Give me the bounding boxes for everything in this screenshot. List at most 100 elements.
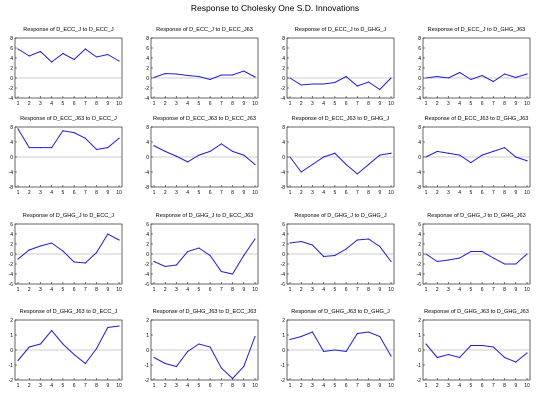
plot-frame [422,37,531,99]
x-tick-label: 3 [39,101,42,107]
response-line [425,71,528,83]
response-point [470,250,472,253]
response-line [17,48,120,63]
x-tick-label: 5 [197,287,200,293]
x-tick-label: 1 [425,101,428,107]
response-line [17,128,120,151]
x-tick-label: 8 [503,190,506,196]
response-point [198,154,200,156]
response-point [390,77,392,79]
x-tick-label: 6 [481,383,484,389]
response-point [187,350,189,353]
response-point [107,326,109,329]
response-line [153,143,256,165]
y-tick-label: 2 [282,66,285,72]
y-tick-label: 0 [418,348,421,354]
y-tick-label: 0 [418,76,421,82]
x-tick-label: 3 [447,190,450,196]
panel-12: Response of D_GHG_J to D_GHG_J63 -6 -4 -2 0 2… [417,213,531,293]
panel-title: Response of D_GHG_J63 to D_ECC_J [20,309,118,315]
panel-8: Response of D_ECC_J63 to D_GHG_J63 -8 -4 0 4… [417,116,531,196]
response-point [367,331,370,333]
response-point [243,154,245,156]
x-tick-label: 10 [252,101,258,107]
response-point [356,332,358,335]
x-tick-label: 1 [153,287,156,293]
y-tick-label: 0 [282,252,285,258]
panel-title: Response of D_ECC_J63 to D_ECC_J [20,116,117,122]
y-tick-label: 6 [10,222,13,228]
x-tick-label: 10 [524,287,530,293]
response-point [503,147,506,149]
x-tick-label: 5 [469,101,472,107]
x-tick-label: 6 [73,383,76,389]
y-tick-label: 6 [146,46,149,52]
y-tick-label: 8 [282,36,285,42]
y-tick-label: 4 [418,56,421,62]
response-point [526,253,528,255]
y-tick-label: -4 [417,96,422,102]
response-point [153,76,155,79]
y-tick-label: 4 [10,56,13,62]
x-tick-label: 9 [242,101,245,107]
x-tick-label: 6 [209,101,212,107]
response-point [84,262,86,264]
x-tick-label: 6 [209,287,212,293]
response-point [356,173,358,175]
response-line [153,336,256,380]
x-tick-label: 6 [345,383,348,389]
response-line [17,325,120,365]
response-point [425,253,427,255]
response-point [198,343,200,345]
panel-title: Response of D_GHG_J to D_ECC_J63 [156,213,254,219]
x-tick-label: 4 [186,287,189,293]
response-point [84,48,86,50]
response-point [289,77,291,79]
y-tick-label: -4 [9,96,14,102]
y-tick-label: 1 [146,333,149,339]
y-tick-label: 0 [10,76,13,82]
x-tick-label: 1 [425,383,428,389]
response-point [447,77,450,79]
response-point [334,254,336,257]
y-tick-label: -6 [281,282,286,288]
x-tick-label: 3 [39,287,42,293]
y-tick-label: -4 [9,170,14,176]
panel-7: Response of D_ECC_J63 to D_GHG_J -8 -4 0 4 8 1… [281,116,395,196]
x-tick-label: 3 [175,190,178,196]
response-point [39,245,42,247]
x-tick-label: 7 [356,101,359,107]
x-tick-label: 7 [84,383,87,389]
x-tick-label: 10 [524,101,530,107]
response-point [436,356,438,359]
x-tick-label: 7 [220,190,223,196]
y-tick-label: 0 [418,155,421,161]
response-point [187,250,189,253]
y-tick-label: -4 [145,96,150,102]
x-tick-label: 4 [50,287,53,293]
y-tick-label: 2 [282,242,285,248]
response-point [175,365,178,368]
response-line [289,238,392,262]
x-tick-label: 5 [333,101,336,107]
response-point [492,346,494,348]
response-point [481,154,483,156]
y-tick-label: -8 [281,185,286,191]
x-tick-label: 3 [447,287,450,293]
response-point [367,163,370,166]
response-point [526,352,528,354]
response-point [436,150,438,152]
y-tick-label: 6 [418,46,421,52]
response-point [95,56,98,58]
response-point [243,70,245,72]
response-point [334,152,336,154]
x-tick-label: 8 [95,190,98,196]
y-tick-label: -4 [281,96,286,102]
x-tick-label: 5 [61,287,64,293]
response-point [515,361,517,363]
panel-13: Response of D_GHG_J63 to D_ECC_J -2 -1 0 1 2 1… [9,309,123,389]
y-tick-label: -6 [417,282,422,288]
panel-11: Response of D_GHG_J to D_GHG_J -6 -4 -2 0 2 4 6… [281,213,395,293]
response-point [379,245,381,248]
